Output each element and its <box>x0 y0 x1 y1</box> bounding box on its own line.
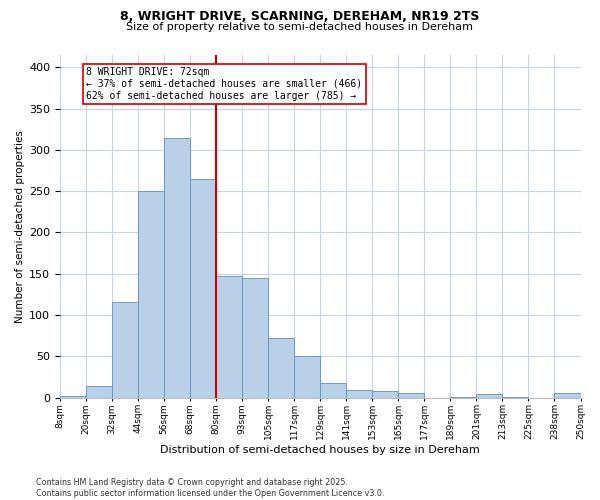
Bar <box>268 338 294 398</box>
Bar <box>502 396 529 398</box>
Text: 8, WRIGHT DRIVE, SCARNING, DEREHAM, NR19 2TS: 8, WRIGHT DRIVE, SCARNING, DEREHAM, NR19… <box>121 10 479 23</box>
Bar <box>86 386 112 398</box>
Bar <box>216 276 242 398</box>
Bar <box>346 390 373 398</box>
Bar <box>398 392 424 398</box>
Bar <box>242 278 268 398</box>
Bar <box>554 394 581 398</box>
Text: Contains HM Land Registry data © Crown copyright and database right 2025.
Contai: Contains HM Land Registry data © Crown c… <box>36 478 385 498</box>
Y-axis label: Number of semi-detached properties: Number of semi-detached properties <box>15 130 25 322</box>
Bar <box>294 356 320 398</box>
Bar <box>476 394 502 398</box>
Bar <box>164 138 190 398</box>
Bar <box>190 179 216 398</box>
Bar <box>373 391 398 398</box>
Bar <box>451 396 476 398</box>
Bar <box>138 191 164 398</box>
X-axis label: Distribution of semi-detached houses by size in Dereham: Distribution of semi-detached houses by … <box>160 445 480 455</box>
Bar <box>320 384 346 398</box>
Text: 8 WRIGHT DRIVE: 72sqm
← 37% of semi-detached houses are smaller (466)
62% of sem: 8 WRIGHT DRIVE: 72sqm ← 37% of semi-deta… <box>86 68 362 100</box>
Bar <box>112 302 138 398</box>
Text: Size of property relative to semi-detached houses in Dereham: Size of property relative to semi-detach… <box>127 22 473 32</box>
Bar <box>60 396 86 398</box>
